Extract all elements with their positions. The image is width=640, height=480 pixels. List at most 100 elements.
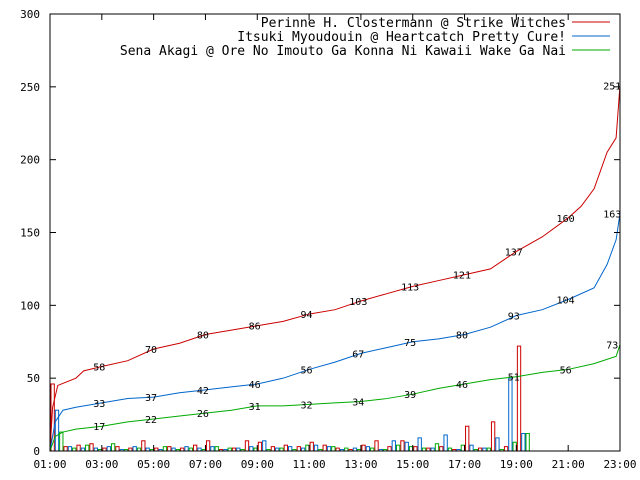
hourly-bar	[495, 437, 500, 452]
hourly-bar	[469, 444, 474, 452]
hourly-bar	[490, 421, 496, 452]
data-label: 70	[145, 345, 157, 356]
data-label: 42	[197, 386, 209, 397]
series-line	[49, 213, 621, 452]
hourly-bar	[516, 345, 522, 452]
hourly-bar	[391, 440, 396, 452]
hourly-bar	[257, 441, 263, 452]
data-label: 56	[300, 365, 312, 376]
x-tick-label: 05:00	[137, 458, 170, 471]
hourly-bar	[443, 434, 448, 452]
y-tick-label: 200	[20, 154, 40, 167]
hourly-bar	[296, 446, 301, 452]
y-tick-label: 0	[33, 445, 40, 458]
hourly-bar	[115, 446, 120, 452]
data-label: 31	[249, 402, 261, 413]
y-tick-label: 250	[20, 81, 40, 94]
hourly-bar	[89, 443, 94, 452]
legend-label: Perinne H. Clostermann @ Strike Witches	[261, 16, 566, 31]
data-label: 17	[93, 422, 105, 433]
cumulative-lines	[49, 85, 621, 452]
hourly-bar	[262, 440, 267, 452]
series-line	[49, 344, 621, 452]
x-tick-label: 13:00	[344, 458, 377, 471]
data-label: 56	[560, 365, 572, 376]
data-label: 46	[456, 380, 468, 391]
y-tick-label: 100	[20, 299, 40, 312]
hourly-bar	[508, 377, 513, 452]
hourly-bar	[404, 441, 409, 452]
hourly-bar	[365, 446, 371, 452]
x-tick-label: 01:00	[33, 458, 66, 471]
hourly-bar	[270, 446, 276, 452]
hourly-bar	[374, 440, 379, 452]
y-tick-label: 150	[20, 227, 40, 240]
hourly-bar	[205, 440, 211, 452]
x-axis: 01:00 03:00 05:00 07:00 09:00 11:00 13:00 15:00…	[33, 14, 637, 471]
data-label: 26	[197, 409, 209, 420]
hourly-bar	[361, 444, 366, 452]
data-label: 37	[145, 393, 157, 404]
data-label: 67	[352, 349, 364, 360]
hourly-bar	[193, 444, 198, 452]
x-tick-label: 15:00	[396, 458, 429, 471]
hourly-bar	[434, 443, 440, 452]
hourly-bar	[167, 446, 172, 452]
data-label: 93	[508, 312, 520, 323]
hourly-bar	[106, 446, 111, 452]
hourly-bar	[322, 444, 327, 452]
hourly-bar	[309, 441, 314, 452]
hourly-bar	[439, 446, 444, 452]
data-label: 80	[197, 330, 209, 341]
data-label: 80	[456, 330, 468, 341]
y-tick-label: 50	[27, 372, 40, 385]
hourly-bar	[210, 446, 215, 452]
data-label: 113	[401, 282, 419, 293]
data-label: 51	[508, 373, 520, 384]
hourly-bar	[85, 444, 90, 452]
hourly-bar	[67, 446, 73, 452]
series-line	[49, 85, 621, 452]
hourly-bar	[76, 444, 81, 452]
data-label: 104	[557, 296, 575, 307]
y-tick-label: 300	[20, 8, 40, 21]
hourly-bar	[283, 444, 288, 452]
legend-label: Sena Akagi @ Ore No Imouto Ga Konna Ni K…	[120, 44, 566, 59]
hourly-bar	[59, 431, 64, 452]
hourly-bar	[249, 446, 254, 452]
hourly-bar	[313, 444, 319, 452]
hourly-bar	[413, 446, 418, 452]
legend-label: Itsuki Myoudouin @ Heartcatch Pretty Cur…	[237, 30, 566, 45]
data-label: 39	[404, 390, 416, 401]
data-label: 34	[352, 397, 364, 408]
data-label: 121	[453, 271, 471, 282]
data-labels: 58 70 80 86 94 103 113 121 137 160 251 33 37 42 46 56 67…	[93, 81, 621, 433]
hourly-bar	[132, 446, 137, 452]
hourly-bar	[387, 446, 392, 452]
data-label: 103	[349, 297, 367, 308]
data-label: 32	[300, 400, 312, 411]
hourly-bar	[395, 444, 401, 452]
hourly-bar	[525, 433, 530, 452]
x-tick-label: 07:00	[189, 458, 222, 471]
data-label: 160	[557, 214, 575, 225]
data-label: 33	[93, 399, 105, 410]
hourly-bar	[63, 446, 68, 452]
hourly-bar	[162, 446, 168, 452]
hourly-bar	[417, 437, 422, 452]
hourly-bar	[400, 440, 405, 452]
hourly-bar	[214, 446, 219, 452]
hourly-bar	[141, 440, 146, 452]
data-label: 86	[249, 322, 261, 333]
data-label: 46	[249, 380, 261, 391]
x-tick-label: 19:00	[500, 458, 533, 471]
data-label: 22	[145, 415, 157, 426]
data-label: 94	[300, 310, 312, 321]
x-tick-label: 23:00	[603, 458, 636, 471]
hourly-bar	[244, 440, 250, 452]
x-tick-label: 11:00	[293, 458, 326, 471]
x-tick-label: 09:00	[241, 458, 274, 471]
hourly-bar	[331, 446, 336, 452]
data-label: 58	[93, 363, 105, 374]
